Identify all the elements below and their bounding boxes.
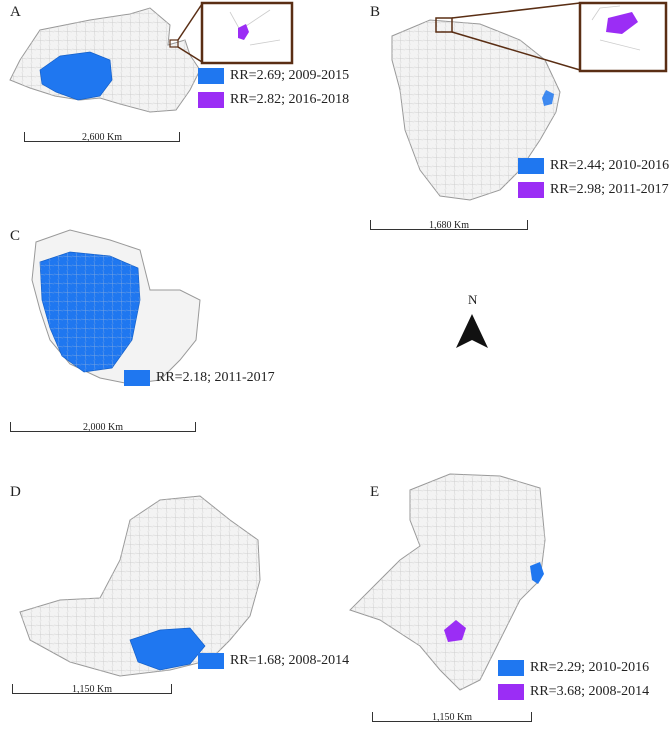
panel-letter-e: E (370, 484, 380, 500)
legend-a-item-1: RR=2.69; 2009-2015 (198, 68, 349, 84)
legend-e-swatch-2 (498, 684, 524, 700)
scale-bar-c (10, 422, 196, 432)
legend-c-label-1: RR=2.18; 2011-2017 (156, 370, 275, 385)
inset-b (578, 1, 668, 73)
panel-letter-d: D (10, 484, 21, 500)
legend-d-item-1: RR=1.68; 2008-2014 (198, 653, 349, 669)
scale-label-c: 2,000 Km (83, 422, 123, 433)
legend-c-item-1: RR=2.18; 2011-2017 (124, 370, 275, 386)
legend-c: RR=2.18; 2011-2017 (124, 370, 275, 386)
legend-a-item-2: RR=2.82; 2016-2018 (198, 92, 349, 108)
legend-b-swatch-2 (518, 182, 544, 198)
legend-b-item-2: RR=2.98; 2011-2017 (518, 182, 669, 198)
cluster-a-purple (238, 24, 249, 40)
cluster-b-blue (542, 90, 554, 106)
cluster-b-purple (606, 12, 638, 34)
legend-b-swatch-1 (518, 158, 544, 174)
legend-e-label-2: RR=3.68; 2008-2014 (530, 684, 650, 699)
cluster-d-blue (129, 627, 206, 671)
scale-bar-e (372, 712, 532, 722)
legend-a-swatch-2 (198, 92, 224, 108)
legend-e-label-1: RR=2.29; 2010-2016 (530, 660, 650, 675)
map-north-region (9, 1, 294, 113)
legend-d-swatch-1 (198, 653, 224, 669)
legend-e-item-2: RR=3.68; 2008-2014 (498, 684, 649, 700)
map-southeast-region (19, 495, 261, 677)
legend-e-item-1: RR=2.29; 2010-2016 (498, 660, 649, 676)
legend-a-label-1: RR=2.69; 2009-2015 (230, 68, 350, 83)
legend-a: RR=2.69; 2009-2015 RR=2.82; 2016-2018 (198, 68, 349, 108)
scale-label-e: 1,150 Km (432, 712, 472, 723)
legend-e: RR=2.29; 2010-2016 RR=3.68; 2008-2014 (498, 660, 649, 700)
scale-label-a: 2,600 Km (82, 132, 122, 143)
legend-a-swatch-1 (198, 68, 224, 84)
cluster-a-blue (39, 51, 113, 101)
legend-e-swatch-1 (498, 660, 524, 676)
legend-a-label-2: RR=2.82; 2016-2018 (230, 92, 350, 107)
scale-bar-d (12, 684, 172, 694)
panel-letter-b: B (370, 4, 381, 20)
legend-d: RR=1.68; 2008-2014 (198, 653, 349, 669)
scale-label-d: 1,150 Km (72, 684, 112, 695)
map-northeast-region (391, 1, 668, 201)
legend-b-item-1: RR=2.44; 2010-2016 (518, 158, 669, 174)
legend-b: RR=2.44; 2010-2016 RR=2.98; 2011-2017 (518, 158, 669, 198)
panel-letter-c: C (10, 228, 21, 244)
scale-bar-b (370, 220, 528, 230)
legend-b-label-1: RR=2.44; 2010-2016 (550, 158, 669, 173)
cluster-e-purple (444, 620, 466, 642)
legend-d-label-1: RR=1.68; 2008-2014 (230, 653, 350, 668)
map-central-west-region (31, 229, 201, 385)
north-arrow (456, 314, 488, 348)
scale-bar-a (24, 132, 180, 142)
legend-c-swatch-1 (124, 370, 150, 386)
scale-label-b: 1,680 Km (429, 220, 469, 231)
map-south-region (349, 473, 546, 691)
north-label: N (468, 292, 478, 307)
legend-b-label-2: RR=2.98; 2011-2017 (550, 182, 669, 197)
panel-letter-a: A (10, 4, 21, 20)
cluster-e-blue (530, 562, 544, 584)
